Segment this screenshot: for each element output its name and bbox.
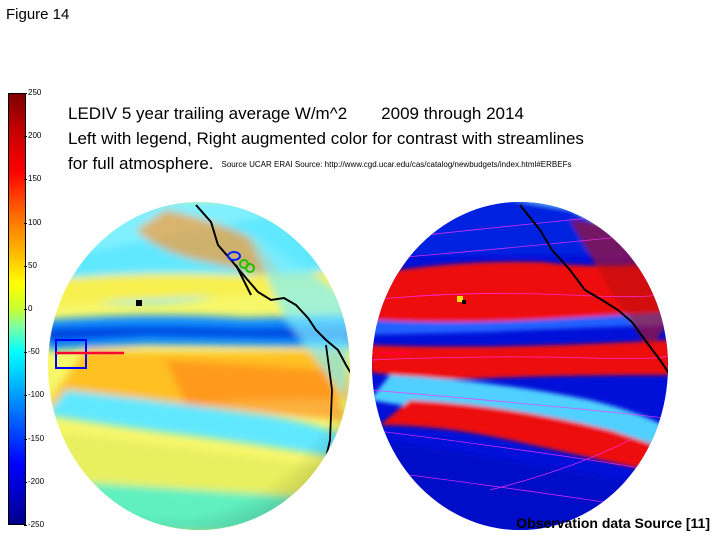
right-globe-map [372, 202, 668, 530]
colorbar-tick-label: -200 [28, 476, 45, 486]
colorbar-tick-mark [24, 222, 27, 224]
title-line-3: for full atmosphere. Source UCAR ERAI Sou… [68, 154, 571, 174]
colorbar-tick-label: -100 [28, 390, 45, 400]
title-scope: for full atmosphere. [68, 154, 214, 173]
colorbar-tick-label: -150 [28, 433, 45, 443]
source-citation: Source UCAR ERAI Source: http://www.cgd.… [221, 160, 572, 170]
colorbar-tick-mark [24, 136, 27, 138]
colorbar-tick-label: -50 [28, 347, 40, 357]
title-line-2: Left with legend, Right augmented color … [68, 129, 584, 148]
left-globe-map [48, 202, 350, 530]
colorbar-tick-mark [24, 438, 27, 440]
colorbar-tick-label: 50 [28, 260, 37, 270]
observation-source: Observation data Source [11] [516, 515, 710, 531]
title-line-1: LEDIV 5 year trailing average W/m^2 2009 … [68, 104, 524, 124]
figure-label: Figure 14 [6, 6, 70, 23]
colorbar-tick-mark [24, 179, 27, 181]
colorbar-tick-mark [24, 93, 27, 94]
colorbar-tick-mark [24, 525, 27, 526]
title-units: LEDIV 5 year trailing average W/m^2 [68, 104, 348, 123]
colorbar-tick-mark [24, 395, 27, 397]
colorbar-tick-mark [24, 481, 27, 483]
colorbar-tick-mark [24, 352, 27, 354]
colorbar-tick-label: 100 [28, 217, 42, 227]
colorbar-tick-mark [24, 265, 27, 267]
colorbar-tick-label: 200 [28, 131, 42, 141]
title-period: 2009 through 2014 [381, 104, 524, 123]
colorbar-tick-label: 250 [28, 88, 42, 97]
colorbar-tick-label: -250 [28, 520, 45, 529]
colorbar-tick-label: 0 [28, 304, 33, 313]
colorbar-tick-label: 150 [28, 174, 42, 184]
colorbar-tick-mark [24, 309, 27, 310]
